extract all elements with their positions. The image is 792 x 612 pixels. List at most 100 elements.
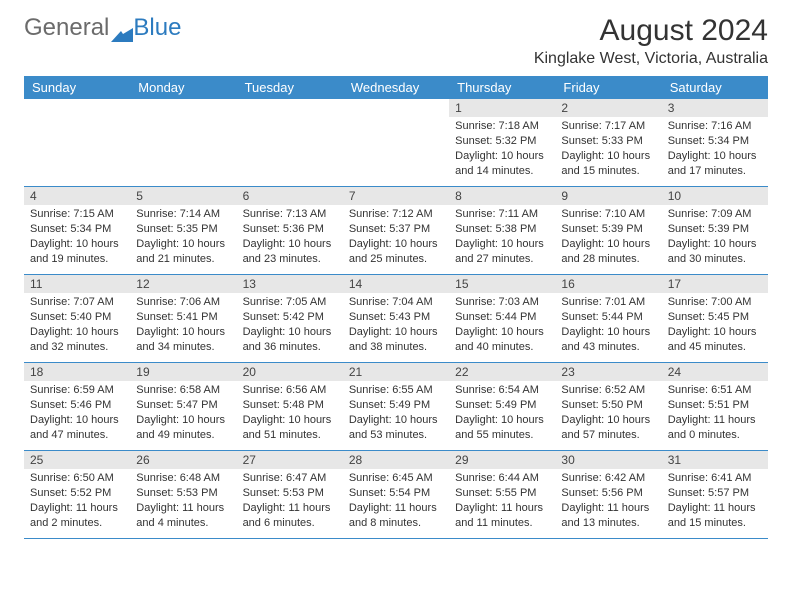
calendar-day-cell: 1Sunrise: 7:18 AMSunset: 5:32 PMDaylight… bbox=[449, 99, 555, 187]
calendar-day-cell: 5Sunrise: 7:14 AMSunset: 5:35 PMDaylight… bbox=[130, 187, 236, 275]
daylight-text: Daylight: 11 hours and 6 minutes. bbox=[243, 501, 337, 531]
sunrise-text: Sunrise: 7:07 AM bbox=[30, 295, 124, 310]
logo: General Blue bbox=[24, 14, 181, 42]
day-info: Sunrise: 6:42 AMSunset: 5:56 PMDaylight:… bbox=[555, 469, 661, 534]
day-number: 19 bbox=[130, 363, 236, 381]
day-number: 16 bbox=[555, 275, 661, 293]
calendar-grid: ....1Sunrise: 7:18 AMSunset: 5:32 PMDayl… bbox=[24, 99, 768, 539]
logo-text-blue: Blue bbox=[133, 14, 181, 42]
calendar-day-cell: 11Sunrise: 7:07 AMSunset: 5:40 PMDayligh… bbox=[24, 275, 130, 363]
calendar-day-cell: 29Sunrise: 6:44 AMSunset: 5:55 PMDayligh… bbox=[449, 451, 555, 539]
calendar-day-cell: 26Sunrise: 6:48 AMSunset: 5:53 PMDayligh… bbox=[130, 451, 236, 539]
month-title: August 2024 bbox=[534, 14, 768, 48]
daylight-text: Daylight: 10 hours and 15 minutes. bbox=[561, 149, 655, 179]
day-info: Sunrise: 6:55 AMSunset: 5:49 PMDaylight:… bbox=[343, 381, 449, 446]
day-number: 11 bbox=[24, 275, 130, 293]
day-number: 3 bbox=[662, 99, 768, 117]
sunrise-text: Sunrise: 7:14 AM bbox=[136, 207, 230, 222]
sunrise-text: Sunrise: 6:50 AM bbox=[30, 471, 124, 486]
day-number: 25 bbox=[24, 451, 130, 469]
sunset-text: Sunset: 5:47 PM bbox=[136, 398, 230, 413]
sunset-text: Sunset: 5:35 PM bbox=[136, 222, 230, 237]
day-info: Sunrise: 6:51 AMSunset: 5:51 PMDaylight:… bbox=[662, 381, 768, 446]
calendar-day-cell: 22Sunrise: 6:54 AMSunset: 5:49 PMDayligh… bbox=[449, 363, 555, 451]
day-number: 6 bbox=[237, 187, 343, 205]
logo-mark-icon bbox=[111, 21, 133, 35]
sunset-text: Sunset: 5:39 PM bbox=[668, 222, 762, 237]
calendar-day-cell: 30Sunrise: 6:42 AMSunset: 5:56 PMDayligh… bbox=[555, 451, 661, 539]
day-number: 14 bbox=[343, 275, 449, 293]
daylight-text: Daylight: 10 hours and 27 minutes. bbox=[455, 237, 549, 267]
day-header-label: Saturday bbox=[662, 76, 768, 99]
sunrise-text: Sunrise: 6:45 AM bbox=[349, 471, 443, 486]
daylight-text: Daylight: 10 hours and 51 minutes. bbox=[243, 413, 337, 443]
sunset-text: Sunset: 5:45 PM bbox=[668, 310, 762, 325]
logo-text-gray: General bbox=[24, 14, 109, 42]
sunrise-text: Sunrise: 6:51 AM bbox=[668, 383, 762, 398]
day-info: Sunrise: 7:04 AMSunset: 5:43 PMDaylight:… bbox=[343, 293, 449, 358]
daylight-text: Daylight: 10 hours and 47 minutes. bbox=[30, 413, 124, 443]
day-number: 24 bbox=[662, 363, 768, 381]
sunrise-text: Sunrise: 6:42 AM bbox=[561, 471, 655, 486]
calendar-day-cell: 25Sunrise: 6:50 AMSunset: 5:52 PMDayligh… bbox=[24, 451, 130, 539]
day-info: Sunrise: 6:56 AMSunset: 5:48 PMDaylight:… bbox=[237, 381, 343, 446]
sunrise-text: Sunrise: 7:12 AM bbox=[349, 207, 443, 222]
daylight-text: Daylight: 10 hours and 43 minutes. bbox=[561, 325, 655, 355]
day-info: Sunrise: 6:44 AMSunset: 5:55 PMDaylight:… bbox=[449, 469, 555, 534]
day-number: 9 bbox=[555, 187, 661, 205]
sunrise-text: Sunrise: 7:13 AM bbox=[243, 207, 337, 222]
daylight-text: Daylight: 11 hours and 0 minutes. bbox=[668, 413, 762, 443]
day-info: Sunrise: 7:06 AMSunset: 5:41 PMDaylight:… bbox=[130, 293, 236, 358]
calendar-day-cell: 13Sunrise: 7:05 AMSunset: 5:42 PMDayligh… bbox=[237, 275, 343, 363]
calendar-day-cell: 7Sunrise: 7:12 AMSunset: 5:37 PMDaylight… bbox=[343, 187, 449, 275]
sunset-text: Sunset: 5:48 PM bbox=[243, 398, 337, 413]
title-block: August 2024 Kinglake West, Victoria, Aus… bbox=[534, 14, 768, 68]
calendar-day-cell: 23Sunrise: 6:52 AMSunset: 5:50 PMDayligh… bbox=[555, 363, 661, 451]
sunrise-text: Sunrise: 7:09 AM bbox=[668, 207, 762, 222]
day-number: 21 bbox=[343, 363, 449, 381]
day-number: 29 bbox=[449, 451, 555, 469]
sunrise-text: Sunrise: 6:48 AM bbox=[136, 471, 230, 486]
day-info: Sunrise: 7:12 AMSunset: 5:37 PMDaylight:… bbox=[343, 205, 449, 270]
daylight-text: Daylight: 10 hours and 25 minutes. bbox=[349, 237, 443, 267]
day-number: 26 bbox=[130, 451, 236, 469]
calendar-empty-cell: . bbox=[237, 99, 343, 187]
day-info: Sunrise: 6:47 AMSunset: 5:53 PMDaylight:… bbox=[237, 469, 343, 534]
day-info: Sunrise: 7:10 AMSunset: 5:39 PMDaylight:… bbox=[555, 205, 661, 270]
sunset-text: Sunset: 5:52 PM bbox=[30, 486, 124, 501]
day-number: 30 bbox=[555, 451, 661, 469]
daylight-text: Daylight: 10 hours and 14 minutes. bbox=[455, 149, 549, 179]
sunset-text: Sunset: 5:44 PM bbox=[455, 310, 549, 325]
day-info: Sunrise: 7:01 AMSunset: 5:44 PMDaylight:… bbox=[555, 293, 661, 358]
calendar-empty-cell: . bbox=[24, 99, 130, 187]
calendar-day-cell: 19Sunrise: 6:58 AMSunset: 5:47 PMDayligh… bbox=[130, 363, 236, 451]
sunrise-text: Sunrise: 6:55 AM bbox=[349, 383, 443, 398]
sunrise-text: Sunrise: 7:03 AM bbox=[455, 295, 549, 310]
header: General Blue August 2024 Kinglake West, … bbox=[24, 14, 768, 68]
sunset-text: Sunset: 5:37 PM bbox=[349, 222, 443, 237]
sunset-text: Sunset: 5:49 PM bbox=[455, 398, 549, 413]
calendar-empty-cell: . bbox=[343, 99, 449, 187]
sunrise-text: Sunrise: 7:01 AM bbox=[561, 295, 655, 310]
day-info: Sunrise: 7:11 AMSunset: 5:38 PMDaylight:… bbox=[449, 205, 555, 270]
calendar-day-cell: 18Sunrise: 6:59 AMSunset: 5:46 PMDayligh… bbox=[24, 363, 130, 451]
calendar-day-cell: 6Sunrise: 7:13 AMSunset: 5:36 PMDaylight… bbox=[237, 187, 343, 275]
daylight-text: Daylight: 11 hours and 4 minutes. bbox=[136, 501, 230, 531]
sunset-text: Sunset: 5:32 PM bbox=[455, 134, 549, 149]
daylight-text: Daylight: 10 hours and 30 minutes. bbox=[668, 237, 762, 267]
sunrise-text: Sunrise: 6:41 AM bbox=[668, 471, 762, 486]
daylight-text: Daylight: 10 hours and 21 minutes. bbox=[136, 237, 230, 267]
sunset-text: Sunset: 5:43 PM bbox=[349, 310, 443, 325]
sunrise-text: Sunrise: 7:17 AM bbox=[561, 119, 655, 134]
sunset-text: Sunset: 5:56 PM bbox=[561, 486, 655, 501]
sunset-text: Sunset: 5:44 PM bbox=[561, 310, 655, 325]
sunrise-text: Sunrise: 6:59 AM bbox=[30, 383, 124, 398]
day-number: 28 bbox=[343, 451, 449, 469]
calendar-day-cell: 8Sunrise: 7:11 AMSunset: 5:38 PMDaylight… bbox=[449, 187, 555, 275]
day-info: Sunrise: 7:03 AMSunset: 5:44 PMDaylight:… bbox=[449, 293, 555, 358]
calendar-day-cell: 10Sunrise: 7:09 AMSunset: 5:39 PMDayligh… bbox=[662, 187, 768, 275]
daylight-text: Daylight: 10 hours and 40 minutes. bbox=[455, 325, 549, 355]
daylight-text: Daylight: 10 hours and 19 minutes. bbox=[30, 237, 124, 267]
day-number: 4 bbox=[24, 187, 130, 205]
sunrise-text: Sunrise: 7:06 AM bbox=[136, 295, 230, 310]
